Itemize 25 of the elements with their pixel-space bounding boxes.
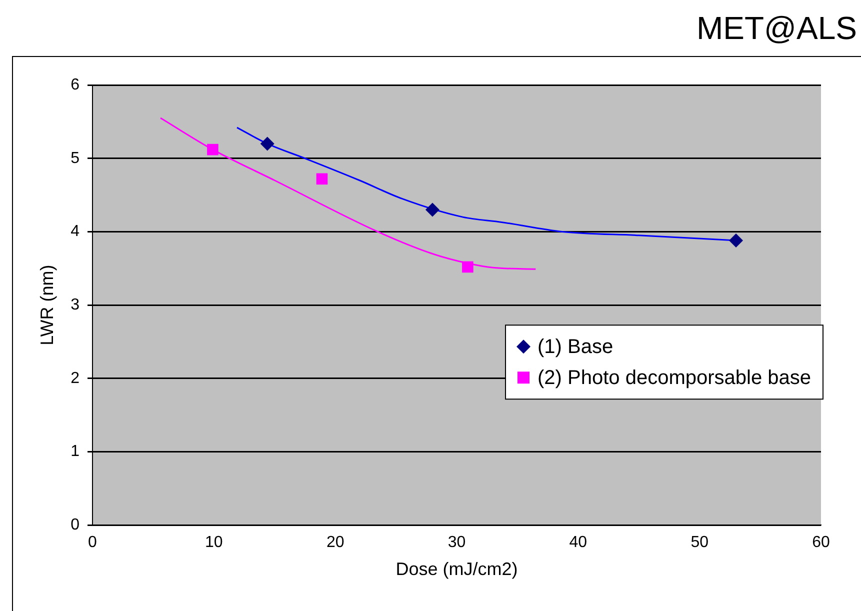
y-axis-title: LWR (nm)	[36, 264, 57, 346]
x-axis-title: Dose (mJ/cm2)	[396, 559, 518, 580]
x-tick-label: 20	[326, 534, 344, 552]
chart-title: MET@ALS	[696, 10, 857, 47]
point	[729, 234, 744, 248]
y-tick-label: 0	[70, 516, 80, 534]
legend-label: (2) Photo decomporsable base	[538, 367, 812, 390]
x-tick-label: 30	[448, 534, 466, 552]
y-tick-label: 5	[70, 150, 80, 167]
point	[462, 261, 474, 273]
y-tick-label: 2	[70, 370, 80, 387]
point	[425, 202, 440, 217]
x-tick-label: 60	[812, 534, 830, 552]
point	[260, 136, 274, 151]
x-tick-label: 50	[690, 534, 709, 552]
y-tick-label: 1	[70, 443, 80, 460]
x-tick-label: 0	[88, 534, 98, 552]
y-tick-label: 3	[70, 296, 80, 314]
point	[207, 144, 218, 156]
legend-label: (1) Base	[538, 336, 614, 358]
x-tick-label: 10	[205, 534, 223, 552]
x-tick-label: 40	[569, 534, 588, 552]
y-tick-label: 4	[70, 223, 80, 240]
y-tick-label: 6	[70, 76, 80, 94]
point	[316, 173, 328, 185]
